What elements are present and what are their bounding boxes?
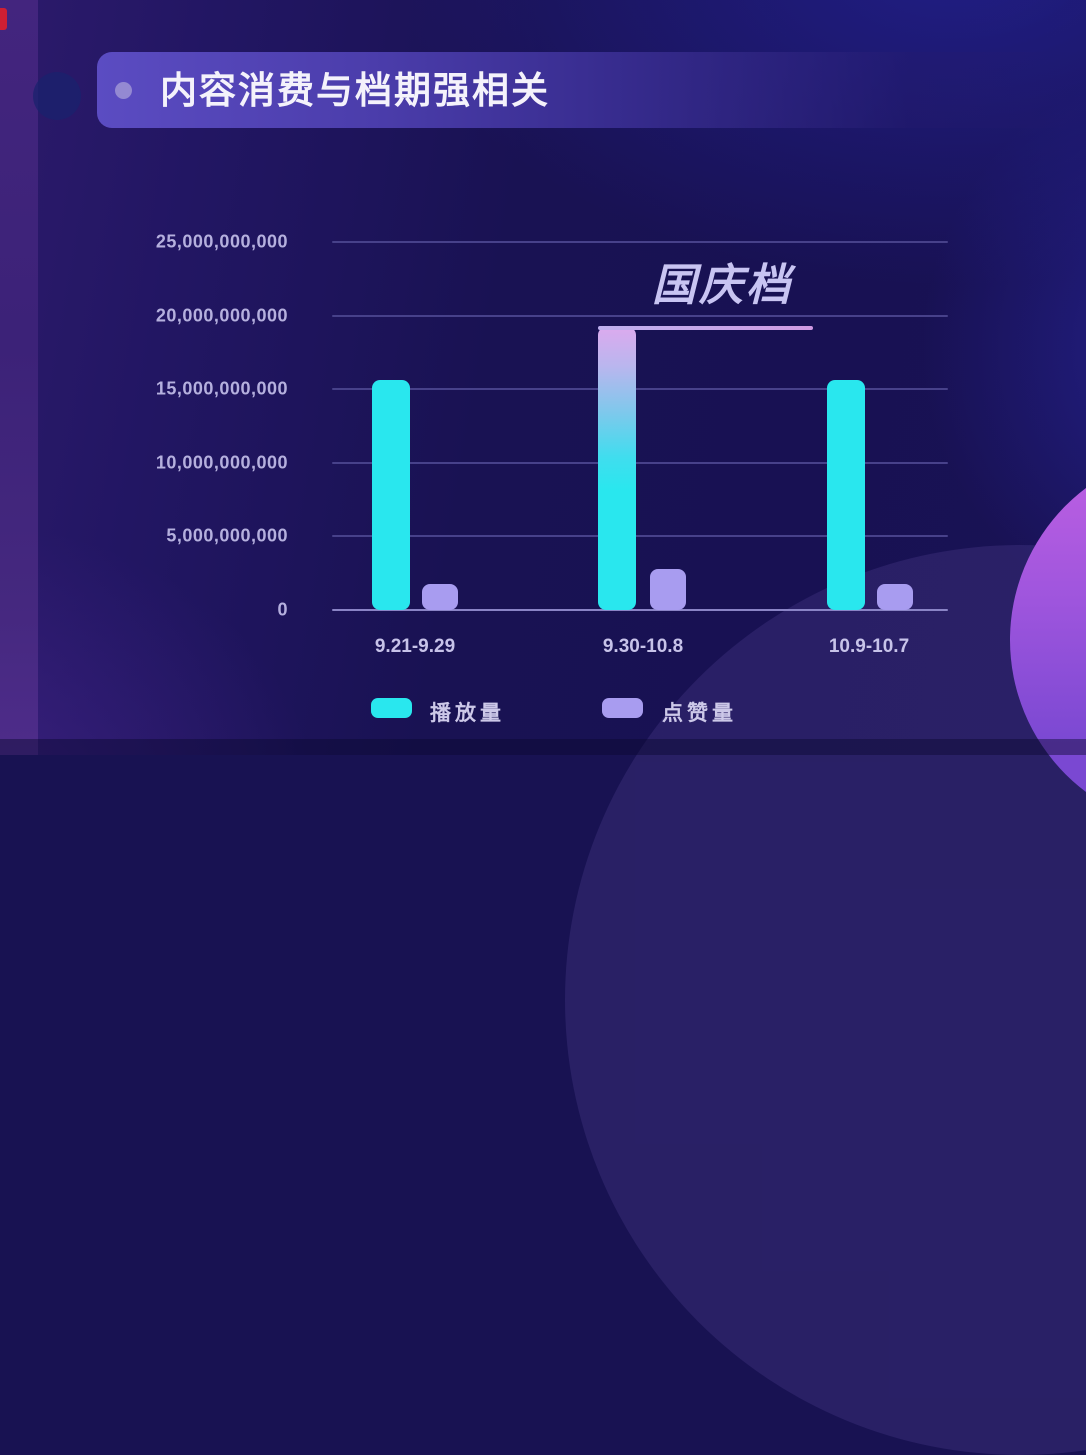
annotation-underline bbox=[598, 326, 813, 330]
legend-label-like-count: 点赞量 bbox=[662, 702, 737, 725]
bar-like-count-group1 bbox=[422, 583, 458, 610]
page-title: 内容消费与档期强相关 bbox=[160, 69, 550, 111]
legend-swatch-like-count bbox=[602, 698, 643, 718]
gridline bbox=[332, 535, 948, 538]
x-tick-label: 10.9-10.7 bbox=[828, 636, 910, 657]
decor-small-circle bbox=[33, 72, 81, 120]
y-tick-label: 10,000,000,000 bbox=[155, 452, 288, 473]
y-tick-label: 5,000,000,000 bbox=[166, 525, 288, 546]
legend-label-play-count: 播放量 bbox=[430, 702, 505, 725]
decor-bottom-strip bbox=[0, 739, 1086, 755]
legend-swatch-play-count bbox=[371, 698, 412, 718]
gridline bbox=[332, 461, 948, 464]
bar-play-count-group3 bbox=[827, 380, 865, 610]
title-banner: 内容消费与档期强相关 bbox=[97, 52, 1086, 128]
gridline bbox=[332, 314, 948, 317]
plot-area bbox=[332, 241, 948, 611]
x-tick-label: 9.21-9.29 bbox=[374, 636, 456, 657]
bar-like-count-group2 bbox=[650, 568, 686, 610]
x-tick-label: 9.30-10.8 bbox=[602, 636, 684, 657]
y-axis-labels: 0 5,000,000,000 10,000,000,000 15,000,000,0… bbox=[120, 232, 288, 620]
y-tick-label: 15,000,000,000 bbox=[155, 378, 288, 399]
decor-red-mark bbox=[0, 8, 7, 30]
decor-left-band bbox=[0, 0, 38, 755]
gridline bbox=[332, 388, 948, 391]
y-tick-label: 0 bbox=[277, 599, 288, 620]
y-tick-label: 25,000,000,000 bbox=[155, 231, 288, 252]
bar-like-count-group3 bbox=[877, 583, 913, 610]
bar-play-count-group1 bbox=[372, 380, 410, 610]
bullet-dot-icon bbox=[115, 81, 132, 99]
x-axis-line bbox=[332, 609, 948, 611]
annotation-national-day: 国庆档 bbox=[652, 261, 793, 310]
y-tick-label: 20,000,000,000 bbox=[155, 305, 288, 326]
bar-play-count-group2 bbox=[598, 327, 636, 610]
gridline bbox=[332, 241, 948, 243]
